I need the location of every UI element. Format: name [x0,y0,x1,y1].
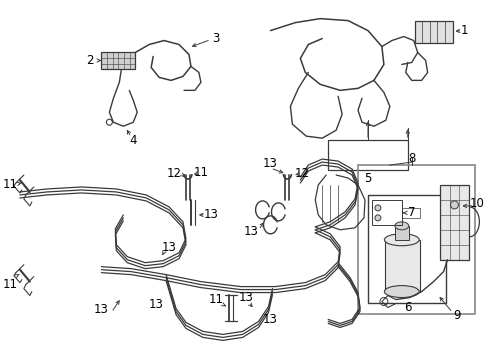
Ellipse shape [395,222,409,230]
Text: 7: 7 [408,206,416,219]
Text: 10: 10 [470,197,485,210]
Bar [440,185,469,260]
Text: 2: 2 [86,54,93,67]
Text: 4: 4 [129,134,137,147]
Text: 6: 6 [404,301,412,314]
Text: 11: 11 [2,179,18,192]
Text: 13: 13 [94,303,109,316]
Circle shape [450,201,459,209]
Text: 13: 13 [263,313,278,326]
Text: 13: 13 [238,291,253,304]
Text: 5: 5 [364,171,371,185]
Text: 13: 13 [243,225,258,238]
Text: 11: 11 [208,293,223,306]
Circle shape [375,205,381,211]
Bar [101,53,135,69]
Text: 13: 13 [162,241,176,254]
Text: 13: 13 [148,298,164,311]
Ellipse shape [384,285,419,298]
Text: 13: 13 [203,208,218,221]
Text: 1: 1 [461,24,468,37]
Ellipse shape [384,234,419,246]
Text: 11: 11 [194,166,208,179]
Bar [328,140,408,170]
Bar [415,21,452,42]
Bar [395,226,409,240]
Text: 3: 3 [212,32,220,45]
Bar [368,195,445,302]
Text: 11: 11 [2,278,18,291]
Circle shape [375,215,381,221]
Bar [358,165,475,315]
Text: 8: 8 [408,152,416,165]
Bar [402,208,420,218]
Text: 12: 12 [295,167,310,180]
Bar [372,200,402,225]
Text: 12: 12 [167,167,182,180]
Bar [385,240,420,292]
Text: 9: 9 [454,309,461,322]
Text: 13: 13 [263,157,278,170]
